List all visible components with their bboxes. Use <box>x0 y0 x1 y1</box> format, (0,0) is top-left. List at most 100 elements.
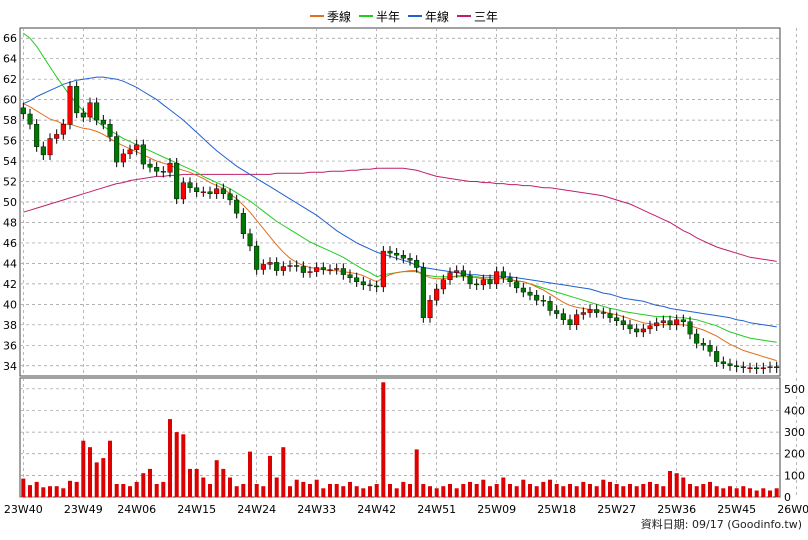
candle-body <box>347 274 353 279</box>
volume-bar <box>268 455 272 497</box>
candle-body <box>107 123 113 137</box>
volume-bar <box>134 481 139 497</box>
volume-bar <box>261 486 266 497</box>
candle-body <box>507 277 513 283</box>
candle-body <box>440 279 446 290</box>
volume-bar <box>741 486 746 497</box>
volume-tick-label: 0 <box>784 491 791 504</box>
volume-bar <box>474 484 479 497</box>
x-tick-label: 24W15 <box>177 503 216 516</box>
volume-bar <box>148 468 152 497</box>
volume-bar <box>648 481 652 497</box>
volume-bar <box>494 484 499 497</box>
candle-body <box>707 345 713 352</box>
candle-body <box>74 86 80 114</box>
legend-swatch <box>309 15 324 17</box>
candle-body <box>20 107 26 115</box>
candle-body <box>747 367 753 369</box>
candle-body <box>80 112 86 118</box>
price-tick-label: 46 <box>3 237 17 250</box>
volume-bar <box>461 484 466 497</box>
candle-body <box>414 260 420 268</box>
candle-body <box>647 325 653 330</box>
candle-body <box>500 271 506 278</box>
volume-bar <box>414 449 419 497</box>
volume-bar <box>748 488 752 497</box>
volume-bar <box>554 484 559 497</box>
volume-bar <box>48 486 52 497</box>
volume-bar <box>308 484 312 497</box>
candle-body <box>34 123 40 147</box>
volume-bar <box>628 484 632 497</box>
volume-bar <box>241 484 246 497</box>
x-tick-label: 23W40 <box>4 503 43 516</box>
price-tick-label: 40 <box>3 298 17 311</box>
volume-bar <box>121 484 126 497</box>
candle-body <box>640 328 646 333</box>
volume-bar <box>768 490 772 497</box>
candle-body <box>307 271 313 273</box>
candle-body <box>60 123 66 135</box>
legend-item: 年線 <box>408 8 449 25</box>
price-tick-label: 66 <box>3 32 17 45</box>
candle-body <box>114 136 120 163</box>
volume-bar <box>508 484 512 497</box>
candle-body <box>327 269 333 271</box>
candle-body <box>380 250 386 288</box>
volume-bar <box>108 440 112 497</box>
volume-bar <box>588 484 592 497</box>
volume-bar <box>441 486 446 497</box>
volume-bar <box>274 477 279 497</box>
candle-body <box>94 102 100 121</box>
volume-bar <box>61 488 66 497</box>
candle-body <box>740 366 746 368</box>
volume-bar <box>354 486 359 497</box>
volume-bar <box>248 451 252 497</box>
volume-bar <box>328 484 332 497</box>
price-tick-label: 44 <box>3 257 17 270</box>
price-tick-label: 36 <box>3 339 17 352</box>
volume-bar <box>168 419 172 497</box>
candle-body <box>274 262 280 271</box>
volume-bar <box>154 484 159 497</box>
volume-bar <box>214 460 219 497</box>
volume-bar <box>681 477 686 497</box>
candle-body <box>394 252 400 256</box>
volume-tick-label: 200 <box>784 448 805 461</box>
candle-body <box>680 319 686 322</box>
volume-bar <box>201 477 206 497</box>
volume-bar <box>294 479 299 497</box>
candle-body <box>87 102 93 118</box>
volume-bar <box>361 488 366 497</box>
candle-body <box>567 319 573 326</box>
volume-bar <box>41 487 46 497</box>
candle-body <box>287 265 293 267</box>
candle-body <box>460 270 466 276</box>
candle-body <box>220 188 226 194</box>
candle-body <box>734 365 740 367</box>
ma-season-line <box>23 103 777 362</box>
candle-body <box>594 309 600 313</box>
volume-bar <box>468 481 472 497</box>
candle-body <box>214 188 220 194</box>
volume-bar <box>401 481 406 497</box>
candle-body <box>527 291 533 296</box>
volume-bar <box>688 484 692 497</box>
candle-body <box>614 317 620 322</box>
candle-body <box>27 113 33 125</box>
volume-bar <box>348 481 352 497</box>
volume-bar <box>281 447 286 497</box>
volume-bar <box>254 484 259 497</box>
volume-bar <box>394 488 399 497</box>
x-tick-label: 25W36 <box>657 503 696 516</box>
candle-body <box>727 363 733 366</box>
chart-legend: 季線 半年 年線 三年 <box>0 6 808 25</box>
volume-bar <box>374 484 379 497</box>
volume-bar <box>701 484 706 497</box>
volume-bar <box>421 484 426 497</box>
candle-body <box>447 272 453 281</box>
candle-body <box>587 309 593 313</box>
volume-bar <box>368 486 372 497</box>
volume-bar <box>428 486 432 497</box>
candle-body <box>234 199 240 214</box>
